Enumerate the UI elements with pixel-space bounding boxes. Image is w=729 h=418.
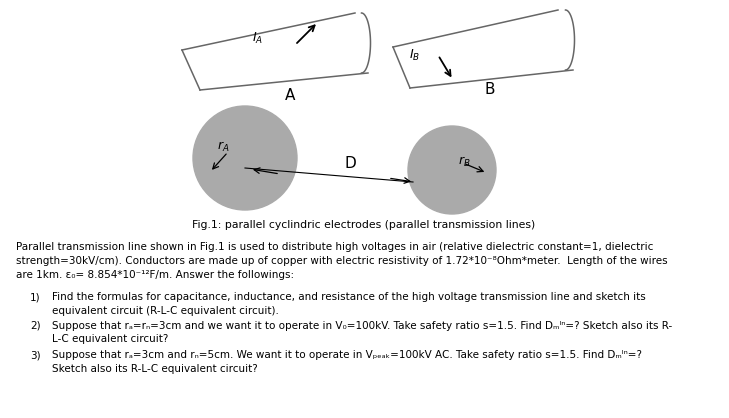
Text: equivalent circuit (R-L-C equivalent circuit).: equivalent circuit (R-L-C equivalent cir…: [52, 306, 279, 316]
Text: L-C equivalent circuit?: L-C equivalent circuit?: [52, 334, 168, 344]
Circle shape: [193, 106, 297, 210]
Text: 1): 1): [30, 292, 41, 302]
Text: Fig.1: parallel cyclindric electrodes (parallel transmission lines): Fig.1: parallel cyclindric electrodes (p…: [192, 220, 536, 230]
Text: A: A: [285, 87, 295, 102]
Text: $I_A$: $I_A$: [252, 31, 264, 46]
Text: strength=30kV/cm). Conductors are made up of copper with electric resistivity of: strength=30kV/cm). Conductors are made u…: [16, 256, 668, 266]
Text: Suppose that rₐ=rₙ=3cm and we want it to operate in V₀=100kV. Take safety ratio : Suppose that rₐ=rₙ=3cm and we want it to…: [52, 321, 672, 331]
Text: 3): 3): [30, 350, 41, 360]
Text: $r_A$: $r_A$: [217, 140, 230, 154]
Text: $r_B$: $r_B$: [458, 155, 471, 169]
Text: 2): 2): [30, 321, 41, 331]
Text: D: D: [344, 155, 356, 171]
Circle shape: [408, 126, 496, 214]
Text: $I_B$: $I_B$: [410, 48, 421, 63]
Text: B: B: [485, 82, 495, 97]
Text: Sketch also its R-L-C equivalent circuit?: Sketch also its R-L-C equivalent circuit…: [52, 364, 258, 374]
Text: are 1km. ε₀= 8.854*10⁻¹²F/m. Answer the followings:: are 1km. ε₀= 8.854*10⁻¹²F/m. Answer the …: [16, 270, 294, 280]
Text: Find the formulas for capacitance, inductance, and resistance of the high voltag: Find the formulas for capacitance, induc…: [52, 292, 646, 302]
Text: Parallel transmission line shown in Fig.1 is used to distribute high voltages in: Parallel transmission line shown in Fig.…: [16, 242, 653, 252]
Text: Suppose that rₐ=3cm and rₙ=5cm. We want it to operate in Vₚₑₐₖ=100kV AC. Take sa: Suppose that rₐ=3cm and rₙ=5cm. We want …: [52, 350, 642, 360]
